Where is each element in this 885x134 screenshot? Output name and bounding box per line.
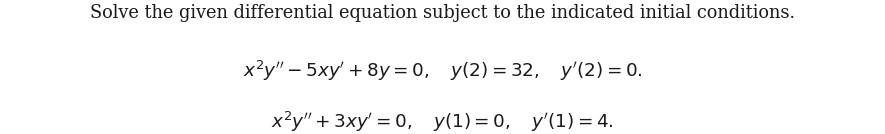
Text: Solve the given differential equation subject to the indicated initial condition: Solve the given differential equation su… — [90, 4, 795, 22]
Text: $x^2y'' - 5xy' + 8y = 0, \quad y(2) = 32, \quad y'(2) = 0.$: $x^2y'' - 5xy' + 8y = 0, \quad y(2) = 32… — [242, 59, 643, 83]
Text: $x^2y'' + 3xy' = 0, \quad y(1) = 0, \quad y'(1) = 4.$: $x^2y'' + 3xy' = 0, \quad y(1) = 0, \qua… — [271, 110, 614, 134]
